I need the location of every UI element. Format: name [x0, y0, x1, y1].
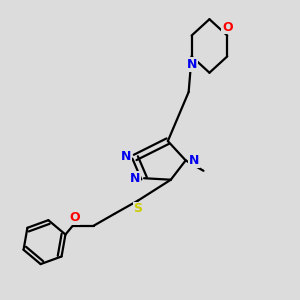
Text: N: N [121, 150, 131, 163]
Text: O: O [69, 211, 80, 224]
Text: O: O [222, 21, 232, 34]
Text: N: N [130, 172, 140, 185]
Text: S: S [133, 202, 142, 215]
Text: N: N [186, 58, 197, 71]
Text: N: N [189, 154, 199, 167]
